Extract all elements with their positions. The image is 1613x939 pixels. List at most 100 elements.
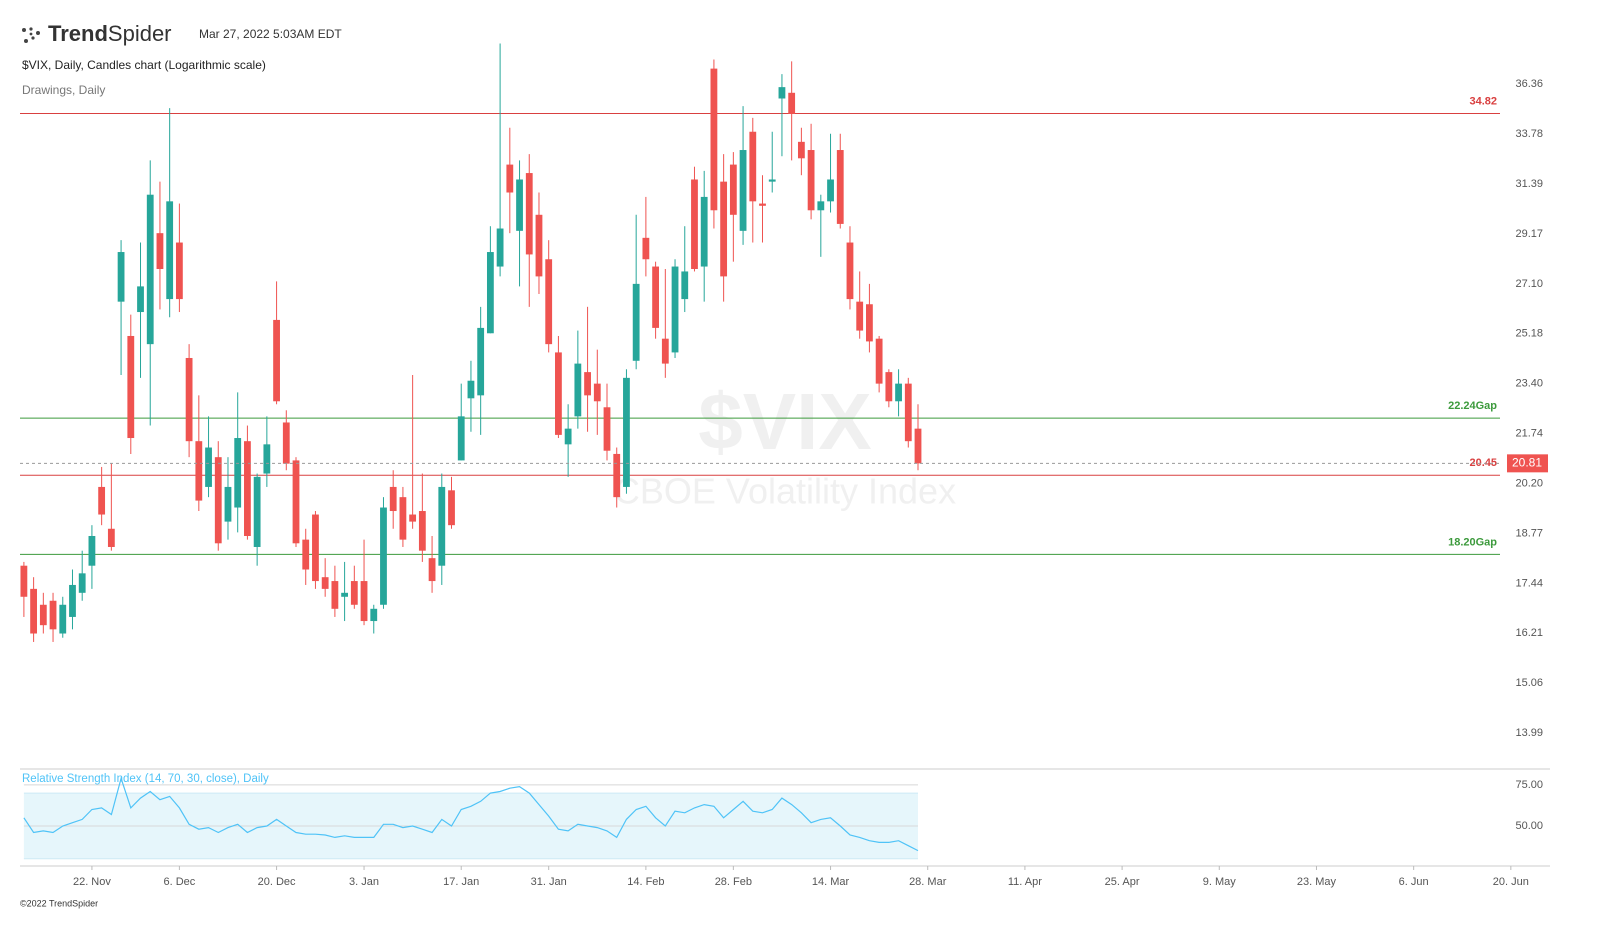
- y-tick-label: 33.78: [1515, 128, 1543, 140]
- candle-body: [797, 141, 805, 159]
- candle-body: [224, 486, 232, 522]
- logo-bold: Trend: [48, 21, 108, 46]
- candle-body: [282, 422, 290, 464]
- candle-body: [768, 179, 776, 182]
- candle-body: [59, 604, 67, 634]
- candle-body: [253, 476, 261, 547]
- candle-body: [739, 150, 747, 231]
- candle-body: [545, 259, 553, 345]
- y-tick-label: 31.39: [1515, 178, 1543, 190]
- candle-body: [535, 214, 543, 277]
- candle-body: [146, 194, 154, 345]
- x-tick-label: 14. Feb: [627, 876, 664, 888]
- x-tick-label: 20. Jun: [1493, 876, 1529, 888]
- candle-body: [156, 233, 164, 269]
- candle-body: [350, 581, 358, 605]
- candle-body: [448, 490, 455, 526]
- rsi-line: [23, 776, 919, 852]
- y-tick-label: 36.36: [1515, 78, 1543, 90]
- y-tick-label: 16.21: [1515, 627, 1543, 639]
- candle-body: [496, 228, 504, 267]
- rsi-y-tick-label: 75.00: [1515, 779, 1543, 791]
- candle-body: [632, 283, 640, 361]
- candle-body: [127, 335, 135, 439]
- x-tick-label: 23. May: [1297, 876, 1337, 888]
- candle-body: [166, 201, 174, 300]
- candle-body: [642, 237, 650, 260]
- candle-body: [418, 511, 426, 551]
- drawings-label: Drawings, Daily: [22, 83, 105, 97]
- level-label: 22.24Gap: [1448, 400, 1497, 412]
- candle-body: [827, 179, 834, 202]
- candle-body: [175, 242, 183, 300]
- x-tick-label: 3. Jan: [349, 876, 379, 888]
- footer: ©2022 TrendSpider: [20, 898, 98, 908]
- rsi-title: Relative Strength Index (14, 70, 30, clo…: [22, 773, 269, 785]
- candle-body: [875, 338, 883, 384]
- logo-icon: [22, 27, 40, 43]
- candle-body: [49, 600, 57, 630]
- candle-body: [263, 444, 271, 474]
- subtitle: $VIX, Daily, Candles chart (Logarithmic …: [22, 58, 266, 72]
- candle-body: [486, 252, 494, 334]
- candle-body: [895, 383, 902, 402]
- candle-body: [574, 363, 582, 417]
- candle-body: [807, 150, 815, 211]
- candle-body: [778, 87, 786, 99]
- candle-body: [69, 584, 76, 617]
- candle-body: [720, 181, 728, 277]
- x-tick-label: 14. Mar: [812, 876, 850, 888]
- candle-body: [661, 338, 669, 364]
- candle-body: [195, 441, 203, 501]
- candle-body: [584, 372, 591, 396]
- candle-body: [292, 460, 300, 544]
- candle-body: [846, 242, 854, 300]
- candle-body: [477, 327, 485, 396]
- candle-body: [856, 301, 864, 331]
- y-tick-label: 13.99: [1515, 727, 1543, 739]
- candle-body: [302, 539, 310, 570]
- last-price-tag: [1507, 454, 1548, 473]
- y-tick-label: 18.77: [1515, 527, 1543, 539]
- candle-body: [613, 453, 621, 498]
- candle-body: [904, 383, 912, 442]
- candle-body: [39, 604, 47, 626]
- candle-body: [205, 447, 212, 487]
- candle-body: [98, 486, 106, 515]
- candle-body: [593, 383, 601, 402]
- timestamp: Mar 27, 2022 5:03AM EDT: [199, 27, 342, 41]
- candle-body: [516, 179, 523, 231]
- y-tick-label: 23.40: [1515, 378, 1543, 390]
- watermark-name: CBOE Volatility Index: [614, 471, 956, 512]
- candle-body: [389, 486, 397, 512]
- candle-body: [273, 319, 280, 402]
- candle-body: [438, 486, 446, 566]
- y-tick-label: 20.20: [1515, 477, 1543, 489]
- candle-body: [234, 438, 242, 508]
- candle-body: [341, 592, 349, 597]
- candle-body: [506, 164, 514, 193]
- x-tick-label: 11. Apr: [1008, 876, 1042, 888]
- candle-body: [331, 581, 339, 609]
- x-tick-label: 22. Nov: [73, 876, 111, 888]
- y-tick-label: 21.74: [1515, 428, 1543, 440]
- y-tick-label: 25.18: [1515, 328, 1543, 340]
- candle-body: [671, 266, 679, 353]
- candle-body: [137, 286, 144, 313]
- candle-body: [700, 196, 708, 267]
- candle-body: [370, 608, 378, 622]
- candle-body: [555, 352, 562, 435]
- x-tick-label: 20. Dec: [258, 876, 296, 888]
- candle-body: [749, 131, 757, 202]
- candle-body: [399, 497, 407, 540]
- watermark-symbol: $VIX: [698, 377, 871, 466]
- x-tick-label: 17. Jan: [443, 876, 479, 888]
- last-price-label: 20.81: [1512, 456, 1542, 470]
- candle-body: [914, 428, 922, 464]
- x-tick-label: 9. May: [1203, 876, 1237, 888]
- candle-body: [710, 68, 718, 211]
- x-tick-label: 25. Apr: [1105, 876, 1140, 888]
- candle-body: [866, 304, 873, 342]
- candle-body: [817, 201, 825, 211]
